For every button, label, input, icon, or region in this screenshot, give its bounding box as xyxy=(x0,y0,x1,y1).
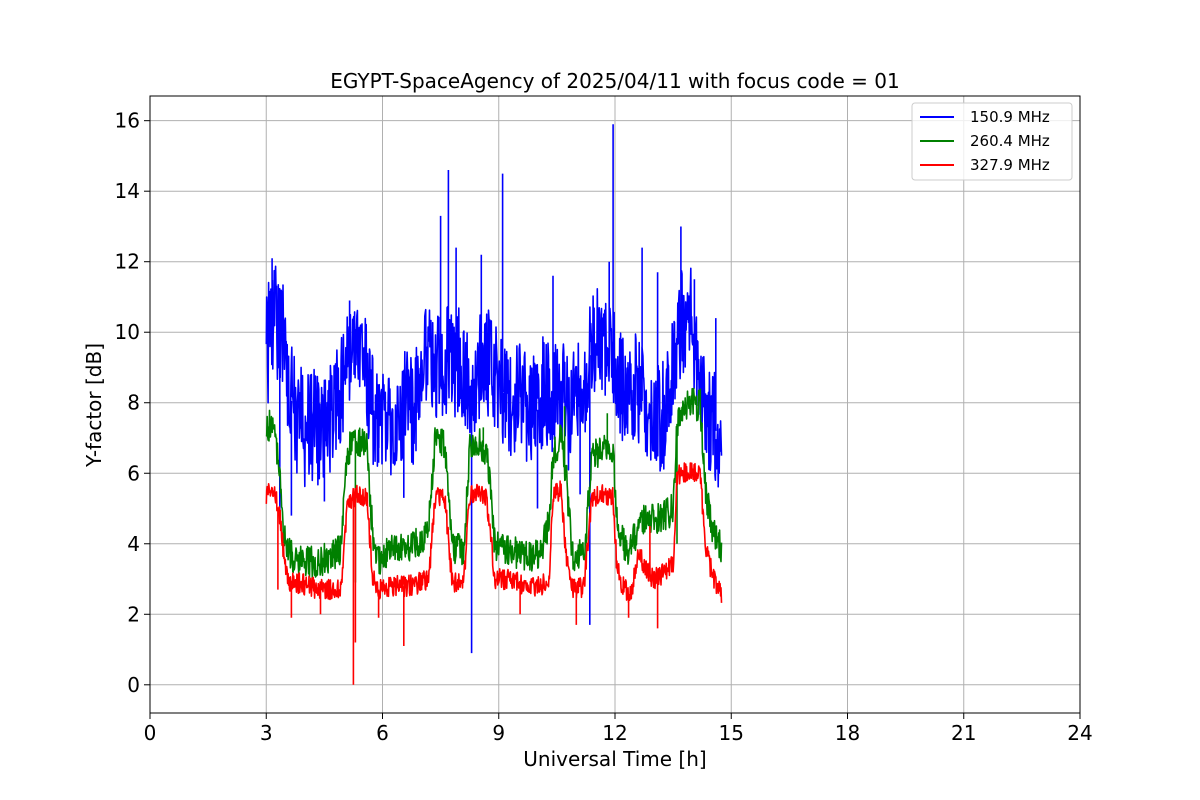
series-line-0 xyxy=(265,124,723,654)
y-tick-label: 16 xyxy=(115,109,140,133)
series-line-2 xyxy=(265,462,723,685)
x-axis-label: Universal Time [h] xyxy=(523,747,706,771)
x-tick-label: 6 xyxy=(376,721,389,745)
x-tick-label: 21 xyxy=(951,721,976,745)
series-group xyxy=(265,124,723,685)
y-tick-label: 14 xyxy=(115,179,140,203)
y-tick-label: 4 xyxy=(127,532,140,556)
x-tick-label: 24 xyxy=(1067,721,1092,745)
y-tick-label: 8 xyxy=(127,391,140,415)
legend-entry-label: 260.4 MHz xyxy=(970,132,1050,150)
legend-box xyxy=(911,102,1073,181)
y-tick-label: 6 xyxy=(127,461,140,485)
legend: 150.9 MHz 260.4 MHz 327.9 MHz xyxy=(911,102,1073,181)
x-tick-label: 9 xyxy=(492,721,505,745)
y-tick-label: 2 xyxy=(127,602,140,626)
x-tick-label: 18 xyxy=(835,721,860,745)
legend-entry-label: 327.9 MHz xyxy=(970,156,1050,174)
legend-entry-label: 150.9 MHz xyxy=(970,108,1050,126)
x-tick-label: 0 xyxy=(144,721,157,745)
y-tick-label: 0 xyxy=(127,673,140,697)
x-tick-label: 15 xyxy=(719,721,744,745)
y-axis-label: Y-factor [dB] xyxy=(82,343,106,468)
y-tick-label: 10 xyxy=(115,320,140,344)
y-tick-label: 12 xyxy=(115,250,140,274)
chart-title: EGYPT-SpaceAgency of 2025/04/11 with foc… xyxy=(330,69,899,93)
x-tick-label: 3 xyxy=(260,721,273,745)
x-tick-label: 12 xyxy=(602,721,627,745)
